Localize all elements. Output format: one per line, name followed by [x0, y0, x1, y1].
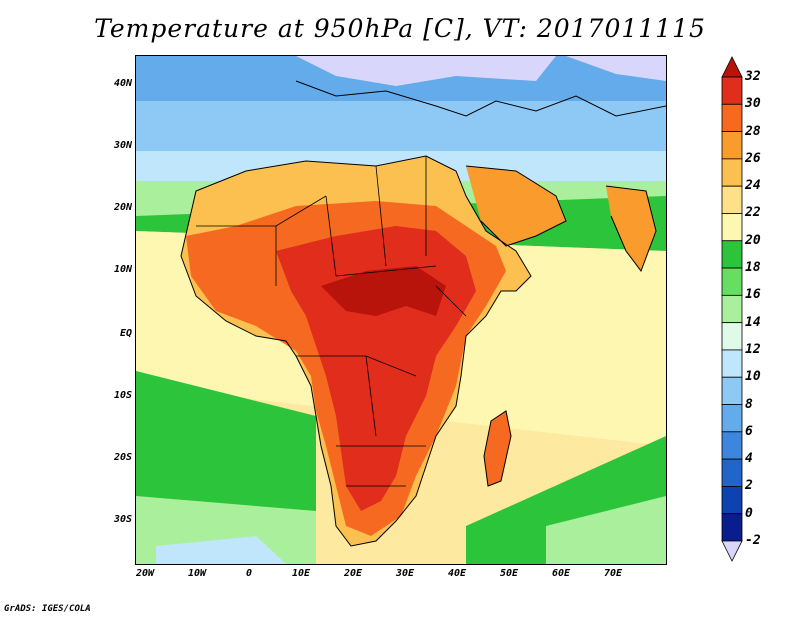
colorbar-label: 26 — [745, 150, 761, 166]
colorbar-label: 32 — [745, 69, 761, 84]
arabia-land — [466, 166, 566, 246]
africa-hottest-core — [321, 266, 446, 316]
lon-label-20e: 20E — [343, 568, 363, 579]
africa-coastline — [180, 155, 532, 547]
lat-label-eq: EQ — [119, 328, 132, 339]
credit-text: GrADS: IGES/COLA — [4, 604, 91, 614]
lat-label-10s: 10S — [113, 390, 132, 401]
lon-label-10e: 10E — [291, 568, 311, 579]
colorbar-label: 0 — [745, 505, 753, 521]
colorbar-segment — [721, 458, 743, 487]
colorbar-segment — [721, 158, 743, 187]
lat-label-30n: 30N — [113, 140, 132, 151]
colorbar-label: 22 — [745, 205, 761, 221]
country-borders — [196, 156, 467, 487]
colorbar-segment — [721, 76, 743, 105]
colorbar-label: 14 — [745, 314, 761, 330]
arabia-coastline — [465, 165, 567, 247]
colorbar-segment — [721, 486, 743, 515]
lon-label-50e: 50E — [499, 568, 519, 579]
colorbar-segment — [721, 513, 743, 542]
colorbar-label: 8 — [745, 396, 753, 412]
colorbar — [721, 56, 743, 562]
colorbar-label: 12 — [745, 341, 761, 357]
lon-label-0: 0 — [245, 568, 253, 579]
colorbar-segment — [721, 349, 743, 378]
south-indian-lightgreen — [546, 496, 666, 564]
colorbar-segment — [721, 213, 743, 242]
map-canvas — [136, 56, 666, 564]
colorbar-label: 30 — [745, 96, 761, 112]
colorbar-segment — [721, 404, 743, 433]
colorbar-segment — [721, 376, 743, 405]
colorbar-segment — [721, 185, 743, 214]
lon-label-70e: 70E — [603, 568, 623, 579]
lat-label-20s: 20S — [113, 452, 132, 463]
colorbar-segments — [721, 56, 743, 562]
asia-coldest-area — [566, 56, 666, 81]
europe-coldest-area — [296, 56, 556, 86]
europe-coastline — [295, 80, 666, 117]
colorbar-label: 16 — [745, 287, 761, 303]
colorbar-bottom-arrow — [721, 540, 743, 562]
india-land — [606, 186, 656, 271]
colorbar-label: 10 — [745, 369, 761, 385]
colorbar-label: 28 — [745, 123, 761, 139]
temperature-map — [135, 55, 667, 565]
colorbar-segment — [721, 267, 743, 296]
colorbar-segment — [721, 131, 743, 160]
colorbar-label: 4 — [745, 451, 753, 467]
colorbar-label: 24 — [745, 178, 761, 194]
colorbar-label: -2 — [745, 533, 761, 548]
colorbar-label: 6 — [745, 423, 753, 439]
colorbar-segment — [721, 431, 743, 460]
colorbar-segment — [721, 322, 743, 351]
lat-label-10n: 10N — [113, 264, 132, 275]
chart-title: Temperature at 950hPa [C], VT: 201701111… — [94, 14, 706, 43]
lon-label-60e: 60E — [551, 568, 571, 579]
colorbar-segment — [721, 240, 743, 269]
madagascar — [483, 410, 512, 487]
lon-label-40e: 40E — [447, 568, 467, 579]
india-coastline — [605, 185, 657, 273]
lon-label-20w: 20W — [135, 568, 155, 579]
lat-label-20n: 20N — [113, 202, 132, 213]
lat-label-30s: 30S — [113, 514, 132, 525]
colorbar-segment — [721, 294, 743, 324]
south-atlantic-cool — [156, 536, 286, 564]
colorbar-segment — [721, 103, 743, 132]
colorbar-label: 2 — [745, 478, 753, 494]
lat-label-40n: 40N — [113, 78, 132, 89]
lon-label-10w: 10W — [187, 568, 207, 579]
colorbar-label: 20 — [745, 232, 761, 248]
colorbar-top-arrow — [721, 56, 743, 78]
colorbar-label: 18 — [745, 260, 761, 276]
lon-label-30e: 30E — [395, 568, 415, 579]
